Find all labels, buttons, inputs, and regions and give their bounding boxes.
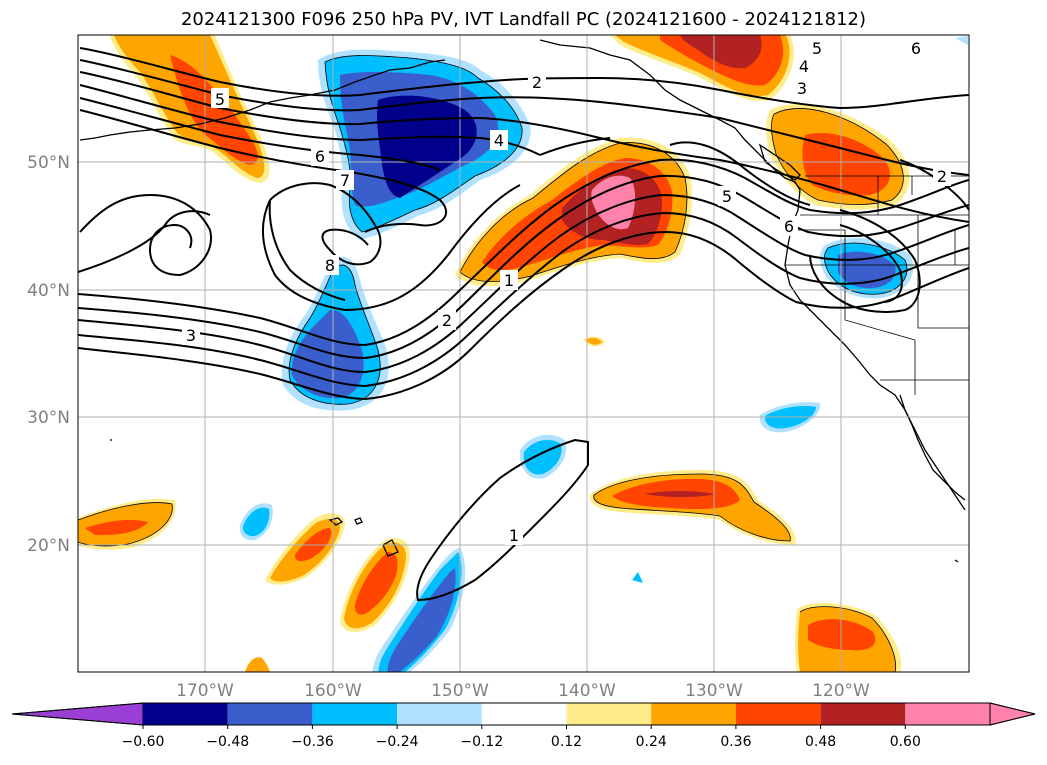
colorbar-tick-label: 0.48 (805, 734, 836, 750)
contour-label: 4 (799, 57, 809, 76)
contour-label: 5 (215, 90, 225, 109)
contour-label: 2 (532, 73, 542, 92)
colorbar-segment (566, 703, 652, 725)
colorbar-tick-label: 0.24 (636, 734, 667, 750)
lon-label: 150°W (431, 681, 489, 701)
colorbar-tick-label: −0.48 (206, 734, 249, 750)
colorbar-extend-low (11, 702, 144, 726)
colorbar-segment (651, 703, 736, 725)
lat-label: 30°N (27, 408, 70, 428)
contour-label: 4 (494, 131, 504, 150)
contour-label: 1 (509, 526, 519, 545)
lat-label: 50°N (27, 153, 70, 173)
shading-outline-contours (78, 55, 908, 672)
lon-label: 140°W (558, 681, 616, 701)
longitude-labels: 170°W 160°W 150°W 140°W 130°W 120°W (176, 681, 870, 701)
colorbar-tick-label: −0.12 (460, 734, 503, 750)
contour-label: 3 (797, 79, 807, 98)
colorbar-segment (143, 703, 228, 725)
contour-label: 3 (186, 326, 196, 345)
map-title: 2024121300 F096 250 hPa PV, IVT Landfall… (180, 9, 867, 30)
colorbar-tick-label: 0.36 (720, 734, 751, 750)
lat-label: 40°N (27, 281, 70, 301)
contour-label: 6 (784, 217, 794, 236)
contour-label-backgrounds (182, 38, 951, 545)
contour-label: 7 (340, 171, 350, 190)
contour-label: 5 (812, 39, 822, 58)
colorbar-tick-label: −0.36 (291, 734, 334, 750)
political-borders (785, 175, 969, 395)
contour-labels: 5 6 7 8 3 2 4 1 2 5 6 3 5 4 6 2 1 (186, 39, 947, 545)
colorbar-segment (312, 703, 398, 725)
lon-label: 160°W (304, 681, 362, 701)
map-plot-area (78, 35, 969, 672)
lon-label: 120°W (812, 681, 870, 701)
contour-label: 2 (937, 167, 947, 186)
contour-label: 6 (315, 147, 325, 166)
contour-label: 6 (911, 39, 921, 58)
colorbar-segment (227, 703, 313, 725)
lon-label: 170°W (176, 681, 234, 701)
colorbar-extend-high (989, 702, 1036, 726)
contour-label: 2 (442, 311, 452, 330)
colorbar-tick-label: 0.12 (551, 734, 582, 750)
map-frame (77, 34, 970, 673)
colorbar-tick-label: −0.60 (122, 734, 165, 750)
colorbar-tick-label: 0.60 (890, 734, 921, 750)
colorbar-segment (397, 703, 482, 725)
lon-label: 130°W (685, 681, 743, 701)
colorbar-segment (735, 703, 821, 725)
colorbar-segment (820, 703, 906, 725)
colorbar-segment (905, 703, 990, 725)
colorbar: −0.60 −0.48 −0.36 −0.24 −0.12 0.12 0.24 0.36 0.4… (11, 702, 1036, 750)
contour-label: 8 (325, 256, 335, 275)
lat-label: 20°N (27, 536, 70, 556)
colorbar-segment (481, 703, 567, 725)
contour-label: 5 (722, 187, 732, 206)
contour-label: 1 (504, 271, 514, 290)
colorbar-tick-label: −0.24 (376, 734, 419, 750)
latitude-labels: 50°N 40°N 30°N 20°N (27, 153, 70, 556)
